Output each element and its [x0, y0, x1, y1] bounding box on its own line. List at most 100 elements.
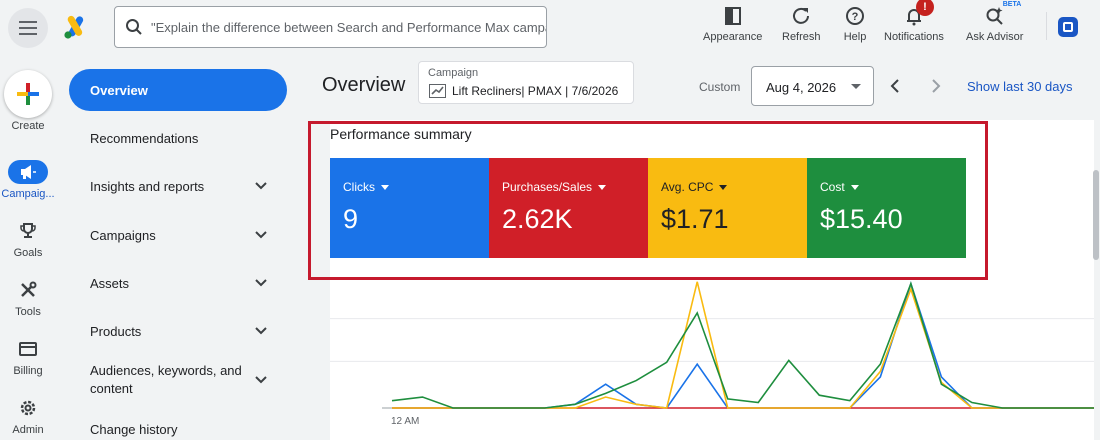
metric-avg-cpc[interactable]: Avg. CPC $1.71 [648, 158, 807, 258]
hamburger-icon [19, 21, 37, 35]
nav-item-label: Audiences, keywords, and content [90, 363, 242, 396]
appearance-button[interactable]: Appearance [703, 4, 762, 48]
top-bar: Appearance Refresh ? Help ! Notification… [0, 0, 1100, 56]
nav-item-label: Products [90, 323, 142, 339]
dropdown-arrow-icon [719, 184, 728, 190]
chevron-right-icon [932, 79, 941, 93]
nav-item-label: Assets [90, 275, 130, 291]
rail-tools-label: Tools [15, 306, 41, 318]
toolbar-divider [1046, 12, 1047, 40]
create-label: Create [11, 120, 45, 132]
date-value: Aug 4, 2026 [766, 80, 837, 95]
tools-icon [21, 281, 37, 297]
dropdown-arrow-icon [851, 84, 861, 89]
performance-chart [330, 281, 1094, 409]
chevron-down-icon [255, 279, 267, 287]
x-axis-tick-label: 12 AM [391, 416, 420, 427]
metric-value: $1.71 [661, 204, 729, 234]
nav-item-recommendations[interactable]: Recommendations [69, 117, 287, 159]
metric-value: 2.62K [502, 204, 573, 234]
show-last-30-days-link[interactable]: Show last 30 days [967, 79, 1073, 94]
nav-item-label: Campaigns [90, 227, 156, 243]
appearance-icon [724, 7, 741, 25]
svg-text:?: ? [852, 11, 859, 23]
nav-item-change-history[interactable]: Change history [69, 408, 287, 440]
ask-advisor-label: Ask Advisor [966, 31, 1024, 43]
next-period-button[interactable] [924, 74, 948, 98]
trophy-icon [20, 223, 36, 238]
page-title: Overview [322, 74, 406, 96]
rail-goals-label: Goals [13, 247, 43, 259]
nav-item-products[interactable]: Products [69, 310, 287, 352]
metric-name: Purchases/Sales [502, 180, 593, 194]
menu-button[interactable] [8, 8, 48, 48]
metric-name: Clicks [343, 180, 375, 194]
performance-summary-title: Performance summary [330, 126, 472, 142]
nav-item-assets[interactable]: Assets [69, 262, 287, 304]
metric-name: Avg. CPC [661, 180, 714, 194]
nav-item-insights[interactable]: Insights and reports [69, 165, 287, 207]
dropdown-arrow-icon [598, 184, 607, 190]
nav-item-label: Overview [90, 82, 148, 98]
series-line-2 [392, 281, 1094, 409]
notification-badge: ! [915, 0, 934, 16]
bell-icon [906, 9, 921, 26]
chevron-down-icon [255, 376, 267, 384]
date-range-type: Custom [699, 80, 741, 94]
previous-period-button[interactable] [883, 74, 907, 98]
account-icon[interactable] [1058, 17, 1078, 37]
nav-item-label: Insights and reports [90, 178, 205, 194]
date-selector[interactable]: Aug 4, 2026 [751, 66, 874, 106]
chevron-down-icon [255, 231, 267, 239]
refresh-icon [793, 7, 810, 24]
rail-campaigns-label: Campaig... [1, 188, 55, 200]
metric-value: 9 [343, 204, 359, 234]
metric-value: $15.40 [820, 204, 903, 234]
help-label: Help [843, 31, 867, 43]
help-button[interactable]: ? Help [843, 4, 867, 48]
google-ads-logo[interactable] [62, 14, 88, 40]
refresh-label: Refresh [782, 31, 821, 43]
refresh-button[interactable]: Refresh [782, 4, 821, 48]
chevron-down-icon [255, 327, 267, 335]
search-icon [126, 19, 142, 35]
rail-billing[interactable]: Billing [0, 337, 56, 377]
notifications-label: Notifications [884, 31, 944, 43]
series-line-3 [391, 281, 1094, 409]
rail-tools[interactable]: Tools [0, 278, 56, 318]
appearance-label: Appearance [703, 31, 763, 43]
scrollbar[interactable] [1093, 170, 1099, 260]
nav-item-label: Change history [90, 421, 178, 437]
search-box[interactable] [114, 6, 547, 48]
left-rail: Create Campaig... Goals Tools Billing Ad… [0, 56, 56, 440]
metric-clicks[interactable]: Clicks 9 [330, 158, 490, 258]
beta-tag: BETA [1002, 1, 1022, 8]
dropdown-arrow-icon [381, 184, 389, 190]
rail-goals[interactable]: Goals [0, 219, 56, 259]
rail-campaigns[interactable]: Campaig... [0, 160, 56, 200]
nav-panel: Overview Recommendations Insights and re… [56, 56, 304, 440]
campaign-selector-label: Campaign [428, 67, 479, 79]
nav-item-campaigns[interactable]: Campaigns [69, 214, 287, 256]
metric-purchases[interactable]: Purchases/Sales 2.62K [489, 158, 649, 258]
create-button[interactable] [4, 70, 52, 118]
campaign-selector[interactable]: Campaign Lift Recliners| PMAX | 7/6/2026 [418, 61, 634, 104]
metric-name: Cost [820, 180, 845, 194]
plus-icon [17, 83, 39, 105]
search-input[interactable] [151, 19, 546, 35]
chevron-down-icon [255, 182, 267, 190]
chevron-left-icon [890, 79, 899, 93]
nav-item-audiences[interactable]: Audiences, keywords, and content [69, 359, 287, 401]
gear-icon [20, 400, 36, 416]
notifications-button[interactable]: ! Notifications [884, 0, 944, 48]
nav-item-overview[interactable]: Overview [69, 69, 287, 111]
dropdown-arrow-icon [850, 184, 859, 190]
rail-admin[interactable]: Admin [0, 396, 56, 436]
help-icon: ? [846, 7, 864, 25]
metric-cost[interactable]: Cost $15.40 [807, 158, 966, 258]
ask-advisor-button[interactable]: BETA Ask Advisor [966, 1, 1024, 48]
trend-icon [429, 84, 446, 98]
campaign-selector-value: Lift Recliners| PMAX | 7/6/2026 [452, 84, 619, 98]
rail-billing-label: Billing [13, 365, 43, 377]
credit-card-icon [19, 342, 37, 356]
